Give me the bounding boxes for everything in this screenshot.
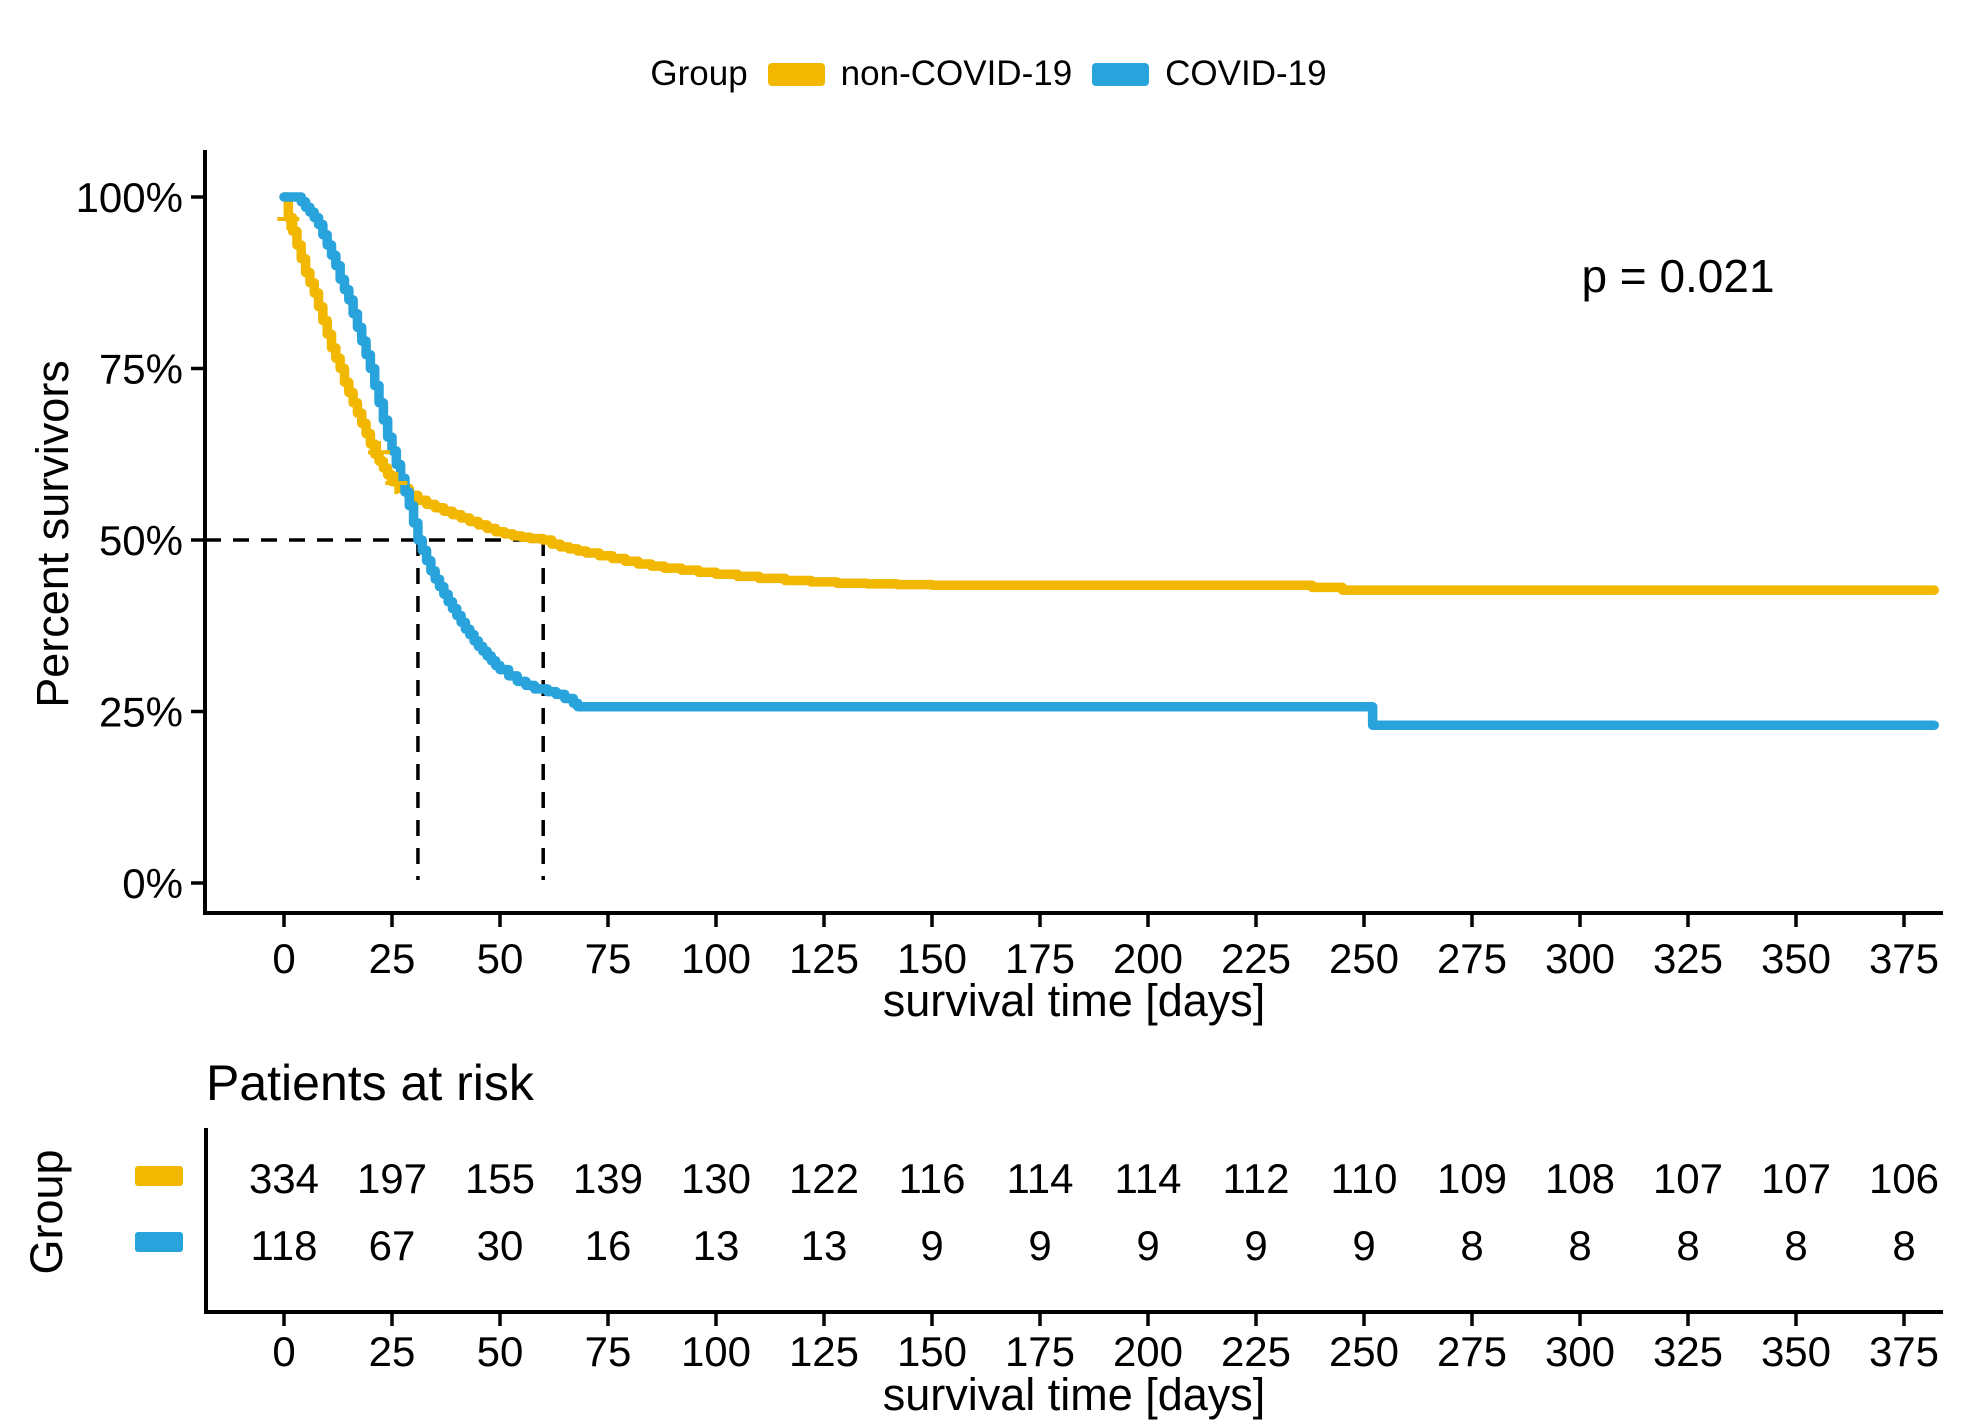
risk-x-tick-label: 25 — [369, 1328, 416, 1375]
risk-count-covid-19: 118 — [251, 1222, 318, 1269]
risk-x-tick-label: 200 — [1113, 1328, 1183, 1375]
legend-title: Group — [650, 54, 748, 93]
risk-count-non-covid-19: 109 — [1437, 1155, 1507, 1202]
legend-label-covid: COVID-19 — [1165, 54, 1327, 93]
risk-x-tick-label: 50 — [477, 1328, 524, 1375]
y-tick-label: 0% — [122, 860, 183, 907]
legend-label-non-covid: non-COVID-19 — [840, 54, 1073, 93]
y-tick-label: 25% — [99, 689, 183, 736]
survival-curve-covid-19 — [279, 192, 1939, 730]
risk-row-swatch-non-covid — [135, 1166, 183, 1186]
risk-table-ticks: 0 25 50 75 100 125 150 175 200 225 250 275 300 325 350… — [272, 1312, 1939, 1375]
y-axis-ticks: 0% 25% 50% 75% 100% — [76, 174, 205, 907]
risk-x-tick-label: 375 — [1869, 1328, 1939, 1375]
risk-x-tick-label: 325 — [1653, 1328, 1723, 1375]
p-value-annotation: p = 0.021 — [1581, 250, 1774, 302]
legend-swatch-non-covid — [767, 62, 825, 86]
survival-curves — [279, 192, 1939, 730]
risk-table-title: Patients at risk — [206, 1055, 535, 1111]
risk-count-non-covid-19: 112 — [1223, 1155, 1290, 1202]
risk-count-covid-19: 9 — [920, 1222, 943, 1269]
risk-count-covid-19: 67 — [369, 1222, 416, 1269]
risk-count-covid-19: 13 — [693, 1222, 740, 1269]
risk-x-tick-label: 225 — [1221, 1328, 1291, 1375]
x-tick-label: 350 — [1761, 935, 1831, 982]
risk-table-x-axis-title: survival time [days] — [883, 1369, 1266, 1420]
x-tick-label: 325 — [1653, 935, 1723, 982]
risk-count-covid-19: 9 — [1136, 1222, 1159, 1269]
median-dashed-lines — [205, 538, 545, 880]
x-tick-label: 0 — [272, 935, 295, 982]
risk-x-tick-label: 275 — [1437, 1328, 1507, 1375]
risk-count-non-covid-19: 110 — [1331, 1155, 1398, 1202]
risk-x-tick-label: 100 — [681, 1328, 751, 1375]
risk-count-covid-19: 8 — [1460, 1222, 1483, 1269]
y-tick-label: 100% — [76, 174, 183, 221]
risk-count-covid-19: 13 — [801, 1222, 848, 1269]
risk-count-non-covid-19: 139 — [573, 1155, 643, 1202]
risk-count-non-covid-19: 334 — [249, 1155, 319, 1202]
legend: Group non-COVID-19 COVID-19 — [0, 54, 1977, 94]
x-tick-label: 50 — [477, 935, 524, 982]
risk-count-covid-19: 9 — [1352, 1222, 1375, 1269]
risk-count-non-covid-19: 122 — [789, 1155, 859, 1202]
legend-swatch-covid — [1092, 62, 1150, 86]
risk-count-covid-19: 8 — [1784, 1222, 1807, 1269]
risk-count-non-covid-19: 114 — [1007, 1155, 1074, 1202]
x-tick-label: 75 — [585, 935, 632, 982]
risk-count-non-covid-19: 114 — [1115, 1155, 1182, 1202]
risk-row-swatch-covid — [135, 1232, 183, 1252]
risk-x-tick-label: 150 — [897, 1328, 967, 1375]
risk-count-covid-19: 8 — [1676, 1222, 1699, 1269]
x-tick-label: 300 — [1545, 935, 1615, 982]
risk-count-non-covid-19: 107 — [1761, 1155, 1831, 1202]
risk-table-numbers: 334 197 155 139 130 122 116 114 114 112 110 109 108 1… — [249, 1155, 1939, 1269]
x-tick-label: 375 — [1869, 935, 1939, 982]
x-tick-label: 275 — [1437, 935, 1507, 982]
risk-count-non-covid-19: 108 — [1545, 1155, 1615, 1202]
legend-item-covid[interactable]: COVID-19 — [1092, 54, 1327, 94]
x-tick-label: 25 — [369, 935, 416, 982]
y-tick-label: 75% — [99, 346, 183, 393]
x-tick-label: 100 — [681, 935, 751, 982]
x-axis-title: survival time [days] — [883, 975, 1266, 1026]
x-tick-label: 250 — [1329, 935, 1399, 982]
risk-count-covid-19: 9 — [1028, 1222, 1051, 1269]
x-tick-label: 125 — [789, 935, 859, 982]
risk-x-tick-label: 300 — [1545, 1328, 1615, 1375]
risk-count-non-covid-19: 197 — [357, 1155, 427, 1202]
x-tick-label: 200 — [1113, 935, 1183, 982]
risk-x-tick-label: 250 — [1329, 1328, 1399, 1375]
risk-x-tick-label: 350 — [1761, 1328, 1831, 1375]
risk-count-non-covid-19: 130 — [681, 1155, 751, 1202]
risk-count-covid-19: 16 — [585, 1222, 632, 1269]
risk-count-non-covid-19: 106 — [1869, 1155, 1939, 1202]
legend-item-non-covid[interactable]: non-COVID-19 — [767, 54, 1073, 94]
risk-x-tick-label: 75 — [585, 1328, 632, 1375]
x-axis-ticks: 0 25 50 75 100 125 150 175 200 225 250 275 300 325 350… — [272, 913, 1939, 982]
risk-count-non-covid-19: 155 — [465, 1155, 535, 1202]
x-tick-label: 175 — [1005, 935, 1075, 982]
risk-x-tick-label: 125 — [789, 1328, 859, 1375]
censor-marks — [277, 207, 408, 495]
risk-count-non-covid-19: 116 — [899, 1155, 966, 1202]
risk-count-covid-19: 8 — [1568, 1222, 1591, 1269]
x-tick-label: 225 — [1221, 935, 1291, 982]
risk-count-covid-19: 30 — [477, 1222, 524, 1269]
risk-table-group-axis-label: Group — [21, 1149, 72, 1274]
risk-x-tick-label: 0 — [272, 1328, 295, 1375]
x-tick-label: 150 — [897, 935, 967, 982]
risk-count-covid-19: 9 — [1244, 1222, 1267, 1269]
survival-curve-non-covid-19 — [279, 192, 1939, 595]
risk-x-tick-label: 175 — [1005, 1328, 1075, 1375]
y-axis-title: Percent survivors — [27, 360, 78, 708]
risk-count-covid-19: 8 — [1892, 1222, 1915, 1269]
risk-count-non-covid-19: 107 — [1653, 1155, 1723, 1202]
y-tick-label: 50% — [99, 517, 183, 564]
